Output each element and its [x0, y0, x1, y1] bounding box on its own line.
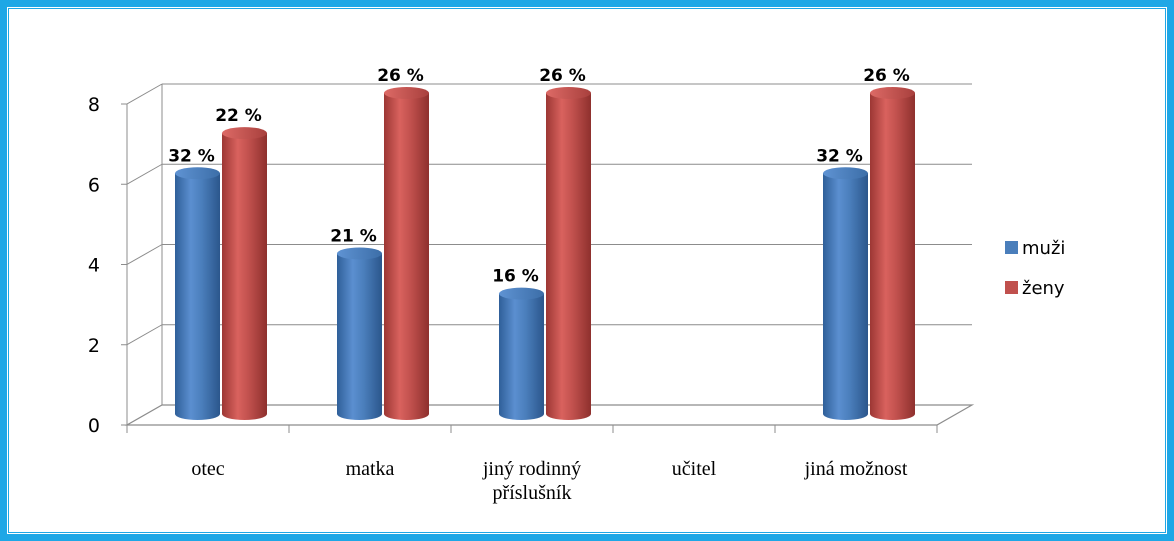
bar-body — [823, 173, 868, 420]
bar-body — [222, 133, 267, 420]
chart-frame-inner — [8, 8, 1166, 533]
y-tick-label: 8 — [88, 94, 100, 116]
bar-body — [337, 253, 382, 420]
bar-body — [499, 293, 544, 420]
floor — [124, 404, 975, 426]
bar-top — [384, 87, 429, 99]
data-label: 26 % — [539, 66, 586, 86]
y-tick-label: 0 — [88, 415, 100, 437]
data-label: 16 % — [492, 267, 539, 287]
x-tick-label: otec — [191, 458, 224, 480]
gridline-side — [126, 244, 163, 265]
bar-body — [870, 93, 915, 420]
bar-top — [823, 167, 868, 180]
data-label: 21 % — [330, 227, 377, 247]
bar-zeny-4 — [870, 87, 915, 420]
y-tick-label: 2 — [88, 335, 100, 357]
legend-swatch — [1005, 241, 1018, 254]
legend-swatch — [1005, 281, 1018, 294]
gridline-side — [126, 163, 163, 185]
bar-top — [337, 247, 382, 260]
data-label: 26 % — [863, 66, 910, 86]
legend-entry: muži — [1022, 238, 1065, 259]
y-tick-label: 6 — [88, 174, 100, 196]
bar-body — [384, 93, 429, 420]
bar-zeny-1 — [384, 87, 429, 420]
bar-muzi-2 — [499, 287, 544, 420]
data-label: 32 % — [168, 146, 215, 166]
bar-top — [175, 167, 220, 180]
x-tick-label: učitel — [672, 458, 717, 480]
bar-muzi-0 — [175, 167, 220, 420]
bar-muzi-4 — [823, 167, 868, 420]
bar-muzi-1 — [337, 247, 382, 420]
data-label: 32 % — [816, 146, 863, 166]
data-label: 22 % — [215, 106, 262, 126]
bar-body — [546, 93, 591, 420]
x-tick-label: jiný rodinný — [482, 458, 581, 480]
x-tick-label: jiná možnost — [804, 458, 908, 480]
bar-zeny-2 — [546, 87, 591, 420]
bars — [175, 87, 915, 420]
y-axis: 0 2 4 6 8 — [88, 94, 127, 437]
data-labels: 32 %21 %16 %32 %22 %26 % 26 % 26 % — [168, 66, 910, 287]
bar-zeny-0 — [222, 127, 267, 420]
gridline-side — [126, 324, 163, 346]
bar-body — [175, 173, 220, 420]
gridline-side — [126, 83, 163, 105]
y-tick-label: 4 — [88, 255, 100, 277]
legend-entry: ženy — [1022, 278, 1065, 299]
x-tick-label: matka — [346, 458, 395, 480]
legend: muži ženy — [1005, 238, 1065, 299]
bar-top — [546, 87, 591, 99]
bar-top — [499, 287, 544, 300]
x-tick-label: příslušník — [493, 482, 572, 504]
bar-top — [870, 87, 915, 99]
bar-top — [222, 127, 267, 140]
data-label: 26 % — [377, 66, 424, 86]
